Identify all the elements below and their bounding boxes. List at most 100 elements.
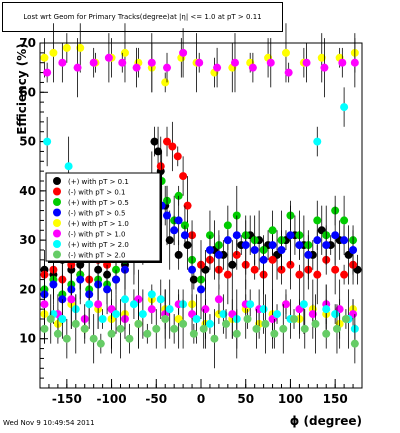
data-point [154,147,163,156]
data-point [279,324,288,333]
data-point [183,201,192,210]
data-point [76,43,85,52]
data-point [340,270,349,279]
data-point [197,285,205,294]
data-point [317,53,326,62]
legend-marker [53,208,61,217]
data-point [73,63,82,72]
data-point [281,300,290,309]
timestamp-footer: Wed Nov 9 10:49:54 2011 [3,419,95,427]
data-point [205,246,214,254]
data-point [170,226,179,235]
legend-marker [53,219,61,227]
data-point [340,216,349,225]
data-point [71,319,80,328]
legend-label: (-) with pT > 0.5 [68,210,125,218]
data-point [165,236,174,245]
data-point [313,270,322,279]
data-point [299,300,308,309]
data-point [222,319,231,328]
data-point [152,324,161,333]
data-point [43,137,52,146]
data-point [49,48,58,57]
data-point [76,275,85,284]
data-point [132,63,141,72]
legend-marker [53,177,61,185]
data-point [284,68,293,77]
data-point [116,324,125,333]
data-point [313,236,322,245]
data-point [313,137,322,146]
data-point [43,68,52,77]
data-point [214,250,223,259]
data-point [205,319,214,328]
legend-label: (+) with pT > 0.1 [68,178,129,186]
data-point [295,270,304,279]
data-point [58,58,67,67]
data-point [250,265,259,274]
data-point [210,334,219,343]
data-point [96,339,105,348]
data-point [232,250,241,259]
x-tick-label: 150 [323,392,348,406]
x-tick-label: 0 [197,392,205,406]
data-point [67,295,76,304]
data-point [341,315,350,323]
y-tick-label: 10 [19,332,36,346]
data-point [104,53,113,62]
data-point [270,329,279,338]
data-point [223,270,232,279]
data-point [53,329,62,338]
data-point [322,305,331,314]
data-point [199,324,208,333]
data-point [138,310,147,319]
data-point [250,246,259,254]
data-point [40,53,49,62]
data-point [214,295,223,304]
data-point [156,295,165,304]
data-point [268,241,277,250]
data-point [94,300,103,309]
data-point [120,48,129,57]
y-tick-label: 20 [19,282,36,296]
data-point [168,142,177,151]
data-point [349,246,358,254]
data-point [129,300,138,309]
data-point [322,329,331,338]
data-point [331,310,340,319]
data-point [320,63,329,72]
data-point [163,211,172,220]
data-point [331,231,340,240]
data-point [300,324,309,333]
data-point [228,260,237,269]
data-point [308,310,317,319]
data-point [340,103,349,112]
data-point [281,48,290,57]
data-point [165,305,174,314]
data-point [230,58,239,67]
data-point [64,162,73,171]
legend-marker [53,240,61,248]
data-point [189,275,198,284]
data-point [120,295,129,304]
y-tick-label: 50 [19,135,36,149]
data-point [332,324,341,333]
data-point [179,319,188,328]
data-point [248,63,257,72]
data-point [277,246,286,254]
data-point [180,231,189,240]
data-point [243,315,252,323]
data-point [195,58,204,67]
data-point [85,300,94,309]
legend-label: (+) with pT > 1.0 [68,220,129,228]
data-point [268,226,277,235]
data-point [62,43,71,52]
data-point [219,310,228,319]
data-point [163,63,172,72]
data-point [143,329,152,338]
data-point [340,236,349,245]
data-point [173,152,182,161]
data-point [338,58,347,67]
data-point [322,241,331,250]
